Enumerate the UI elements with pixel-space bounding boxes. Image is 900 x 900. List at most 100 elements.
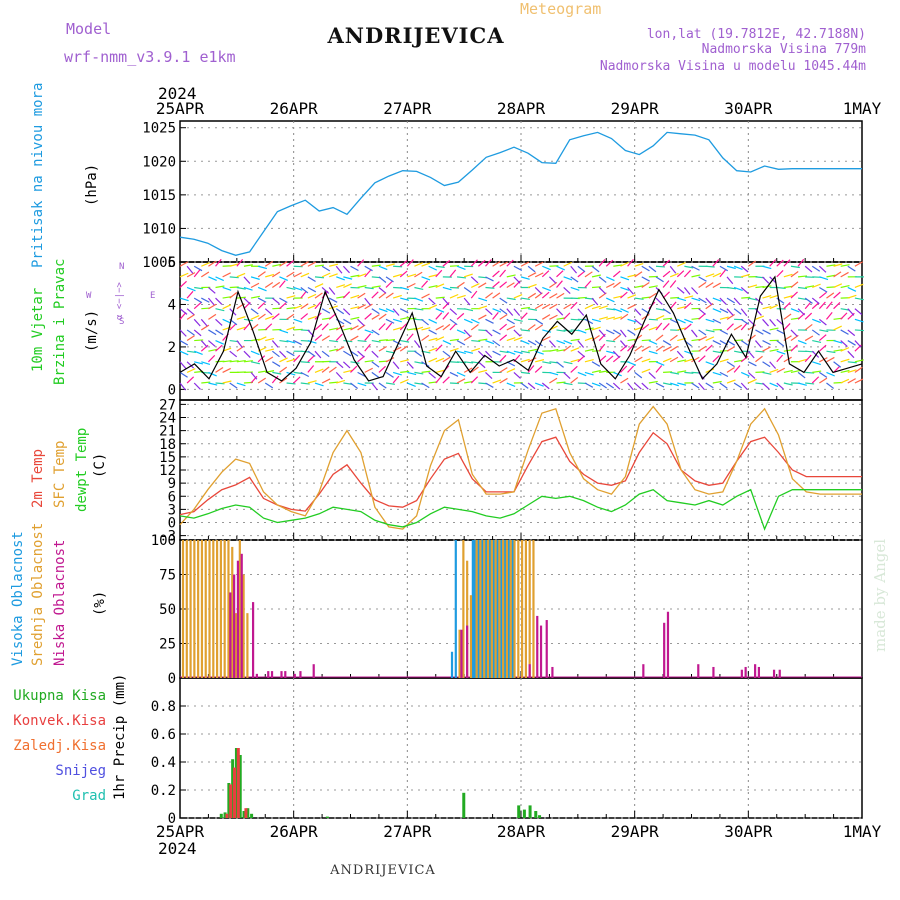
wind-arrow [371, 371, 380, 379]
wind-arrow [676, 287, 685, 294]
wind-arrow [357, 350, 365, 358]
wind-arrow [776, 367, 786, 373]
wind-arrow [350, 265, 359, 272]
y-tick-label: 0 [168, 516, 176, 532]
wind-arrow [392, 375, 400, 384]
wind-arrow [797, 297, 808, 301]
wind-arrow [506, 308, 514, 316]
wind-arrow [506, 318, 515, 325]
wind-arrow [442, 297, 450, 306]
wind-arrow [364, 329, 374, 334]
wind-arrow [854, 378, 864, 384]
wind-arrow [627, 304, 636, 310]
wind-arrow [328, 366, 337, 373]
wind-arrow [350, 365, 358, 373]
wind-arrow [406, 333, 414, 341]
wind-arrow [648, 326, 658, 331]
wind-arrow [534, 340, 543, 347]
y-tick-label: 1015 [142, 188, 176, 204]
wind-arrow [648, 371, 656, 379]
legend-snow: Snijeg [55, 763, 106, 779]
wind-arrow [620, 340, 627, 348]
wind-arrow [612, 334, 621, 342]
wind-arrow [719, 371, 729, 378]
wind-arrow [584, 371, 594, 376]
wind-arrow [364, 265, 373, 272]
wind-arrow [570, 286, 580, 291]
wind-arrow [428, 329, 437, 335]
wind-arrow [769, 259, 777, 267]
wind-arrow [563, 371, 571, 380]
wind-arrow [236, 272, 246, 278]
wind-arrow [222, 380, 232, 384]
wind-arrow [819, 276, 829, 281]
wind-arrow [335, 361, 344, 369]
wind-arrow [300, 287, 309, 294]
wind-arrow [229, 350, 238, 358]
wind-arrow [733, 382, 743, 389]
wind-arrow [186, 329, 195, 336]
wind-arrow [257, 377, 267, 384]
wind-arrow [698, 329, 707, 336]
wind-arrow [414, 350, 423, 357]
wind-arrow [307, 315, 317, 320]
wind-arrow [208, 329, 217, 336]
wind-arrow [520, 276, 530, 280]
wind-arrow [442, 260, 451, 267]
mid-cloud-bar [197, 540, 200, 678]
wind-arrow [755, 315, 765, 320]
mid-cloud-bar [532, 540, 535, 678]
low-cloud-bar [697, 664, 700, 678]
wind-arrow [734, 350, 744, 354]
wind-arrow [577, 371, 587, 377]
mid-cloud-bar [193, 540, 196, 678]
wind-arrow [740, 287, 749, 294]
wind-arrow [342, 291, 351, 299]
wind-arrow [655, 345, 664, 352]
dewpt-series-line [179, 488, 862, 531]
high-cloud-bar [481, 540, 484, 678]
wind-arrow [776, 329, 786, 335]
wind-arrow [542, 329, 552, 333]
wind-arrow [193, 265, 203, 272]
wind-arrow [847, 329, 856, 337]
mid-cloud-bar [479, 540, 482, 678]
wind-arrow [733, 286, 743, 291]
conv-precip-bar [225, 813, 229, 818]
wind-arrow [207, 354, 216, 363]
mid-cloud-bar [246, 613, 249, 678]
wind-arrow [400, 370, 410, 373]
wind-arrow [797, 275, 808, 278]
wind-arrow [854, 297, 864, 301]
wind-arrow [265, 273, 275, 278]
wind-arrow [641, 382, 649, 390]
mid-cloud-bar [219, 540, 222, 678]
wind-arrow [740, 371, 750, 377]
wind-arrow [606, 297, 615, 303]
wind-arrow [655, 276, 664, 283]
wind-arrow [385, 318, 395, 324]
wind-arrow [584, 359, 594, 363]
wind-arrow [286, 286, 296, 291]
wind-arrow [691, 297, 701, 302]
wind-arrow [698, 297, 707, 304]
low-cloud-bar [772, 669, 776, 678]
year-label-bottom: 2024 [158, 839, 197, 858]
coords-label: lon,lat (19.7812E, 42.7188N) [647, 27, 866, 42]
wind-arrow [478, 369, 488, 373]
wind-arrow [392, 326, 402, 331]
low-cloud-bar [642, 664, 645, 678]
wind-arrow [464, 380, 474, 384]
low-cloud-bar [551, 666, 554, 678]
mid-cloud-bar [517, 540, 520, 678]
wind-arrow [591, 265, 600, 273]
wind-arrow [783, 301, 791, 310]
wind-arrow [506, 259, 514, 267]
mid-cloud-bar [494, 540, 497, 678]
wind-arrow [193, 382, 201, 390]
wind-arrow [492, 340, 501, 347]
wind-arrow [414, 382, 424, 385]
wind-arrow [442, 356, 451, 363]
wind-arrow [606, 308, 616, 311]
total-precip-bar [528, 805, 532, 818]
